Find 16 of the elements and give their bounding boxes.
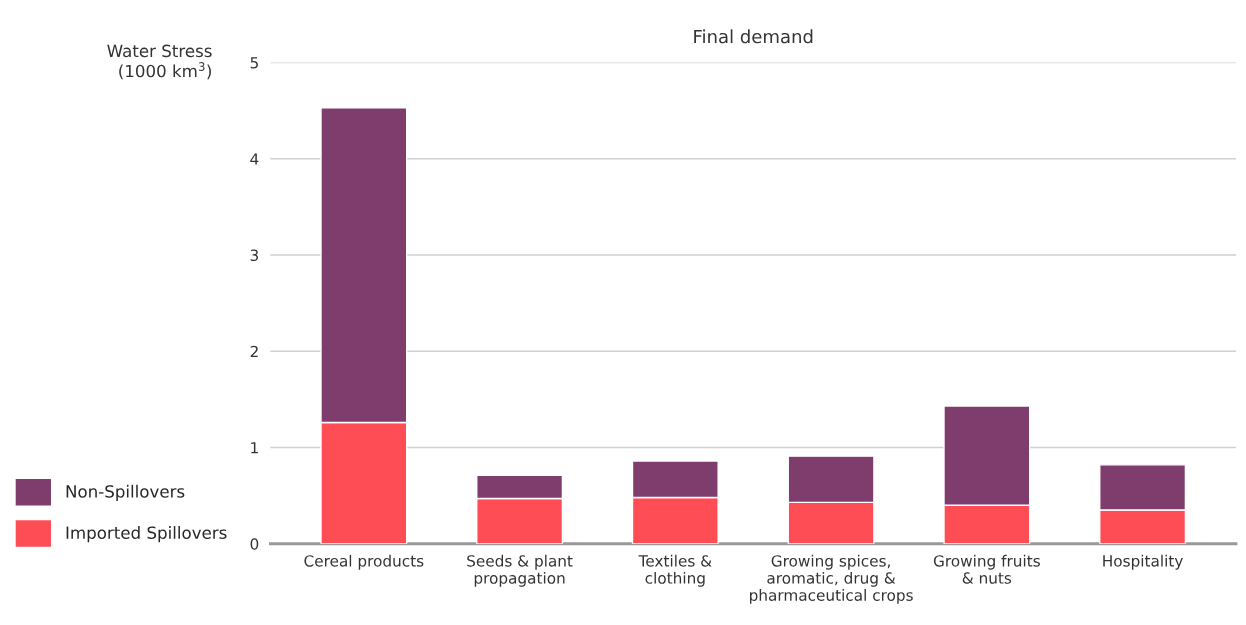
- chart-title: Final demand: [694, 29, 813, 44]
- x-tick-label: Seeds & plant propagation: [467, 554, 573, 587]
- y-tick-label: 0: [250, 538, 259, 550]
- y-tick-label: 4: [250, 153, 259, 165]
- legend-label: Imported Spillovers: [66, 526, 227, 543]
- y-tick-label: 2: [250, 345, 258, 358]
- x-tick-label: Growing spices, aromatic, drug & pharmaceutical crops: [750, 554, 913, 604]
- y-tick-label: 3: [250, 249, 259, 262]
- x-tick-label: Growing fruits & nuts: [933, 554, 1040, 584]
- y-axis-title: Water Stress (1000 km$^{3}$): [107, 44, 212, 80]
- x-tick-label: Hospitality: [1103, 554, 1183, 570]
- y-tick-label: 5: [250, 57, 258, 69]
- x-tick-label: Cereal products: [304, 554, 424, 570]
- legend-label: Non-Spillovers: [66, 484, 185, 501]
- y-tick-label: 1: [251, 442, 258, 454]
- x-tick-label: Textiles & clothing: [638, 554, 712, 587]
